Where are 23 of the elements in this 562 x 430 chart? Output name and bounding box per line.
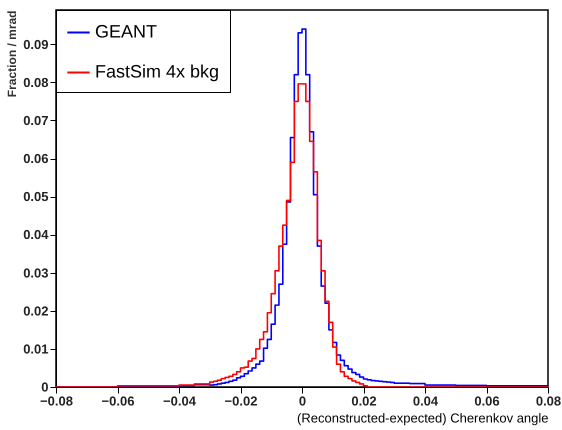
x-tick-label: −0.08 xyxy=(40,394,73,408)
y-tick-label: 0.03 xyxy=(23,265,48,280)
y-tick-label: 0.08 xyxy=(23,74,48,90)
x-tick-label: 0 xyxy=(298,394,306,408)
y-axis-title: Fraction / mrad xyxy=(5,10,20,98)
y-tick-label: 0.01 xyxy=(23,341,48,356)
x-tick-label: 0.08 xyxy=(536,394,562,408)
y-tick-label: 0.07 xyxy=(23,112,48,128)
y-tick-label: 0.02 xyxy=(23,303,48,318)
x-tick-label: 0.06 xyxy=(474,394,500,408)
y-tick-label: 0.06 xyxy=(23,151,48,166)
x-axis-title: (Reconstructed-expected) Cherenkov angle xyxy=(297,410,548,426)
y-tick-label: 0.04 xyxy=(23,227,50,242)
legend-label: GEANT xyxy=(95,22,158,42)
y-tick-label: 0 xyxy=(41,380,48,394)
x-tick-label: 0.04 xyxy=(412,394,439,408)
legend-label: FastSim 4x bkg xyxy=(95,62,220,82)
x-tick-label: −0.02 xyxy=(224,394,258,408)
y-tick-label: 0.09 xyxy=(23,36,48,52)
x-tick-label: 0.02 xyxy=(351,394,377,408)
y-tick-label: 0.05 xyxy=(23,189,48,204)
x-tick-label: −0.04 xyxy=(163,394,197,408)
x-tick-label: −0.06 xyxy=(102,394,134,408)
